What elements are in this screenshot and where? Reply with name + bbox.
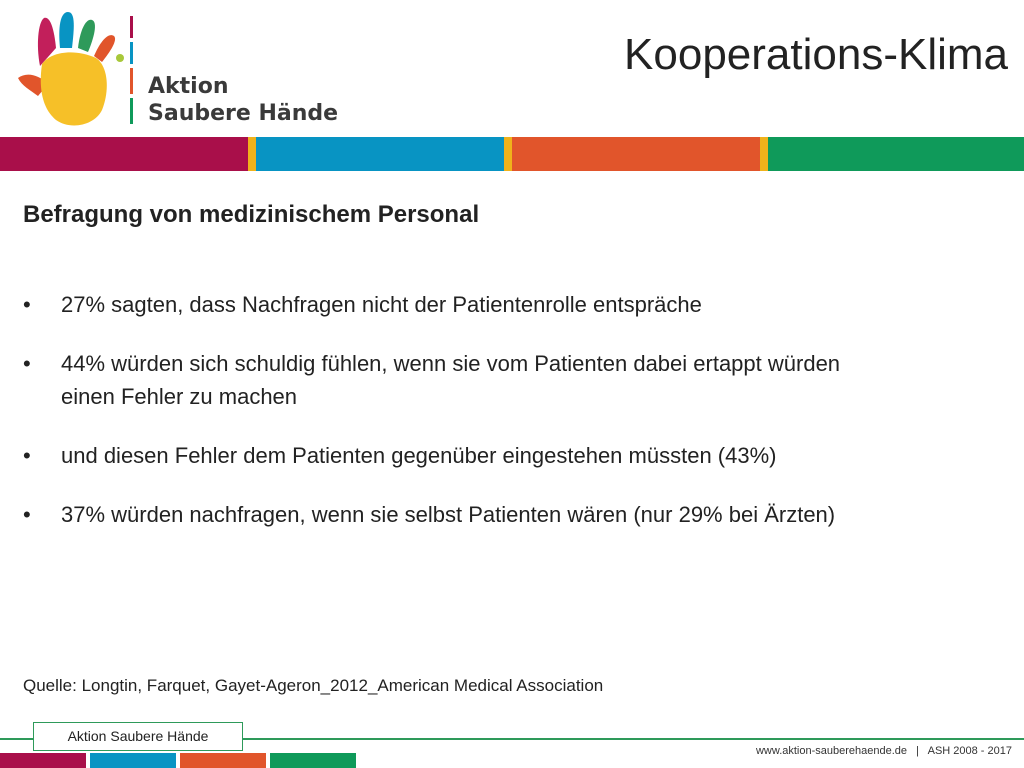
footer-bar-crimson: [0, 753, 86, 768]
logo-text: Aktion Saubere Hände: [148, 73, 338, 127]
footer-bar-blue: [90, 753, 176, 768]
footer-bar-orange: [180, 753, 266, 768]
bullet-item: 37% würden nachfragen, wenn sie selbst P…: [23, 498, 1003, 531]
bullet-item: 44% würden sich schuldig fühlen, wenn si…: [23, 347, 1003, 413]
section-heading: Befragung von medizinischem Personal: [23, 201, 480, 228]
page-title: Kooperations-Klima: [624, 30, 1008, 79]
source-citation: Quelle: Longtin, Farquet, Gayet-Ageron_2…: [23, 676, 604, 695]
stripe-crimson: [0, 137, 248, 171]
stripe-blue: [256, 137, 504, 171]
stripe-separator: [760, 137, 768, 171]
logo-line-2: Saubere Hände: [148, 101, 339, 126]
footer-color-bars: [0, 753, 360, 768]
stripe-orange: [512, 137, 760, 171]
footer-bar-green: [270, 753, 356, 768]
stripe-separator: [504, 137, 512, 171]
logo-line-1: Aktion: [148, 74, 229, 99]
handprint-icon: [18, 12, 133, 126]
footer-label: Aktion Saubere Hände: [33, 722, 243, 751]
logo: [14, 8, 324, 132]
footer-line: [0, 738, 1024, 740]
stripe-green: [768, 137, 1024, 171]
bullet-item: 27% sagten, dass Nachfragen nicht der Pa…: [23, 288, 1003, 321]
bullet-item: und diesen Fehler dem Patienten gegenübe…: [23, 439, 1003, 472]
stripe-separator: [248, 137, 256, 171]
footer-url: www.aktion-sauberehaende.de | ASH 2008 -…: [755, 745, 1012, 757]
color-stripe: [0, 137, 1024, 171]
bullet-list: 27% sagten, dass Nachfragen nicht der Pa…: [23, 288, 1003, 557]
